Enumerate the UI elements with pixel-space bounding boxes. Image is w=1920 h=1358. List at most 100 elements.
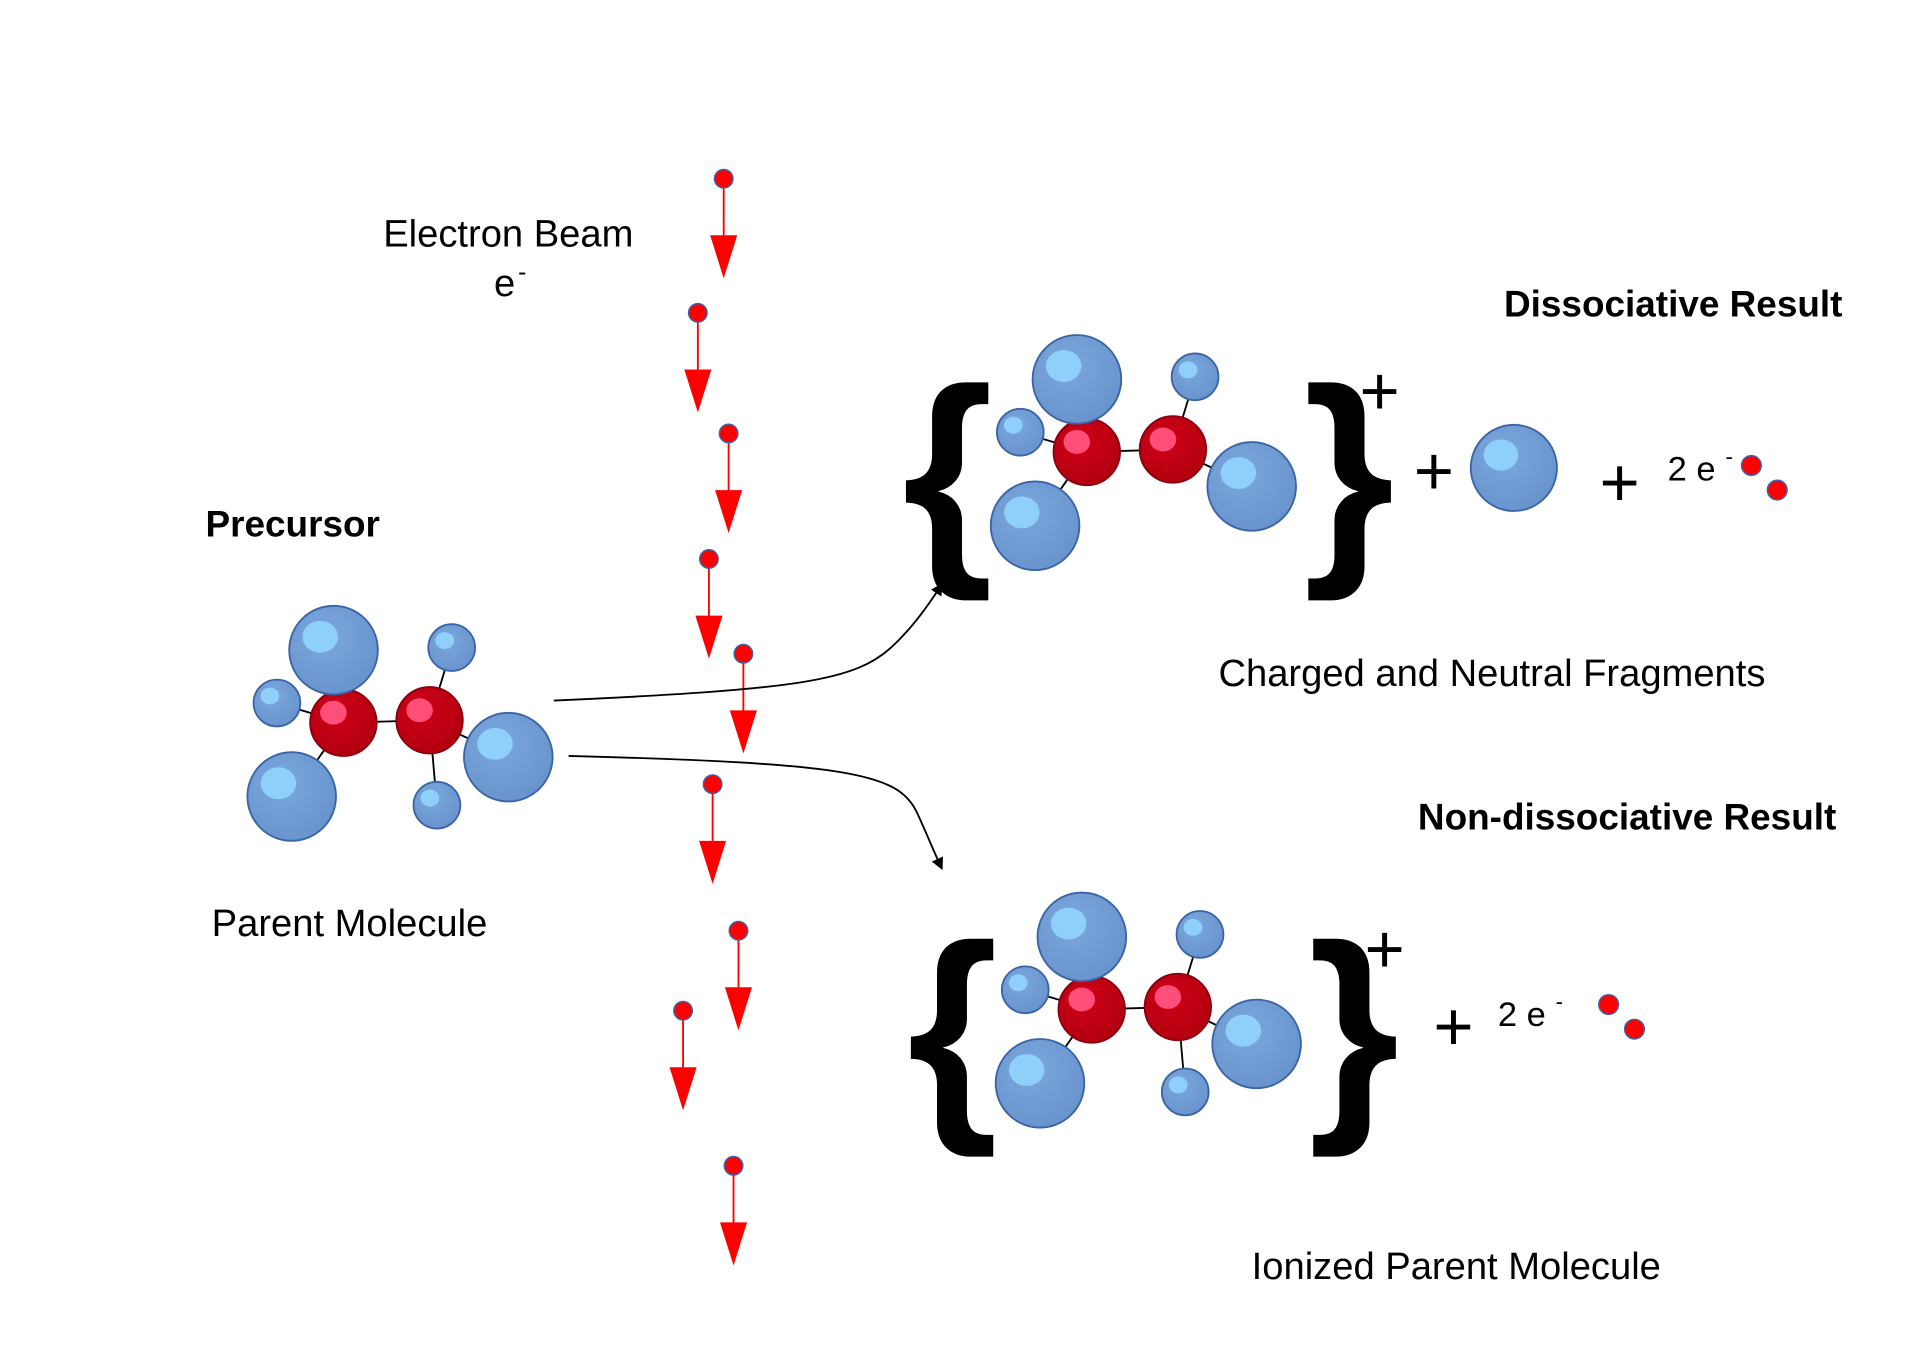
electron-charge: -	[1726, 444, 1733, 469]
hydrogen-atom	[246, 751, 337, 842]
electron	[1598, 993, 1620, 1016]
close-brace: }	[1308, 896, 1399, 1158]
highlight	[1003, 416, 1023, 434]
hydrogen-atom	[1036, 891, 1128, 983]
electron	[702, 774, 723, 795]
reaction-arrow	[568, 755, 943, 871]
precursor-title: Precursor	[206, 504, 380, 545]
electron-count: 2 e	[1498, 996, 1546, 1034]
hydrogen-atom	[1211, 998, 1302, 1090]
carbon-atom	[1143, 972, 1212, 1042]
arrow-head	[710, 235, 738, 279]
molecule	[989, 334, 1297, 571]
molecule	[994, 891, 1302, 1129]
plus-sign: +	[1414, 433, 1454, 510]
arrow-head	[715, 490, 743, 534]
electron-charge: -	[1556, 989, 1563, 1014]
hydrogen-atom	[1170, 352, 1220, 402]
highlight	[1008, 974, 1028, 992]
close-brace: }	[1303, 340, 1394, 602]
highlight	[320, 700, 347, 725]
beam-label: Electron Beam	[383, 213, 633, 256]
hydrogen-atom	[412, 780, 462, 830]
hydrogen-atom	[1160, 1067, 1210, 1117]
highlight	[1063, 429, 1091, 454]
non-dissociative-title: Non-dissociative Result	[1418, 797, 1836, 838]
highlight	[435, 632, 455, 650]
electron	[673, 1000, 694, 1021]
hydrogen-atom	[1206, 441, 1297, 532]
hydrogen-atom	[252, 678, 302, 728]
ion-charge: +	[1360, 353, 1400, 430]
hydrogen-atom	[989, 480, 1081, 571]
hydrogen-atom	[1469, 423, 1558, 512]
molecules	[246, 334, 1788, 1129]
arrow-head	[699, 840, 727, 884]
hydrogen-atom	[1175, 910, 1225, 959]
hydrogen-atom	[1031, 334, 1123, 425]
precursor-caption: Parent Molecule	[212, 902, 488, 945]
electron	[1766, 479, 1788, 501]
dissociative-caption: Charged and Neutral Fragments	[1218, 652, 1765, 695]
highlight	[1483, 439, 1519, 471]
electron	[698, 549, 719, 569]
highlight	[477, 727, 513, 760]
electron	[713, 168, 734, 189]
highlight	[420, 789, 440, 807]
non-dissociative-caption: Ionized Parent Molecule	[1252, 1245, 1661, 1288]
arrow-head	[684, 369, 712, 413]
dissociative-title: Dissociative Result	[1504, 283, 1842, 324]
hydrogen-atom	[1000, 965, 1050, 1015]
electron	[733, 643, 754, 664]
arrow-head	[724, 987, 752, 1031]
highlight	[302, 620, 338, 653]
electron	[723, 1155, 744, 1176]
open-brace: {	[907, 896, 998, 1158]
electron-symbol: e	[494, 262, 515, 305]
highlight	[1154, 985, 1182, 1009]
highlight	[1008, 1054, 1045, 1086]
open-brace: {	[902, 340, 993, 602]
highlight	[1149, 427, 1177, 452]
electron-charge: -	[518, 259, 526, 286]
highlight	[1068, 987, 1096, 1012]
plus-sign: +	[1600, 444, 1640, 521]
highlight	[260, 687, 280, 705]
highlight	[1220, 457, 1257, 490]
highlight	[1183, 918, 1203, 936]
carbon-atom	[1052, 417, 1121, 487]
highlight	[406, 698, 433, 723]
reaction-arrow	[553, 582, 943, 702]
ion-charge: +	[1364, 910, 1404, 987]
electron-count: 2 e	[1668, 451, 1716, 489]
highlight	[1004, 496, 1040, 529]
highlight	[260, 767, 297, 800]
arrow-head	[669, 1067, 697, 1111]
hydrogen-atom	[427, 623, 477, 672]
molecule	[246, 604, 554, 842]
highlight	[1225, 1014, 1262, 1047]
electron-beam	[669, 168, 757, 1266]
electron	[1740, 454, 1762, 477]
hydrogen-atom	[463, 711, 554, 803]
electron	[1623, 1018, 1646, 1040]
electron	[687, 302, 708, 323]
arrow-head	[720, 1222, 748, 1266]
plus-sign: +	[1433, 988, 1473, 1065]
arrow-head	[695, 615, 723, 659]
carbon-atom	[395, 686, 464, 755]
electron	[718, 423, 739, 444]
carbon-atom	[309, 688, 378, 757]
neutral-fragment	[1469, 423, 1558, 512]
hydrogen-atom	[288, 604, 379, 696]
hydrogen-atom	[994, 1038, 1086, 1129]
carbon-atom	[1057, 975, 1126, 1044]
carbon-atom	[1138, 415, 1208, 484]
hydrogen-atom	[996, 407, 1045, 457]
highlight	[1168, 1076, 1188, 1094]
electron	[728, 920, 749, 941]
arrow-head	[729, 710, 757, 754]
highlight	[1045, 350, 1082, 382]
